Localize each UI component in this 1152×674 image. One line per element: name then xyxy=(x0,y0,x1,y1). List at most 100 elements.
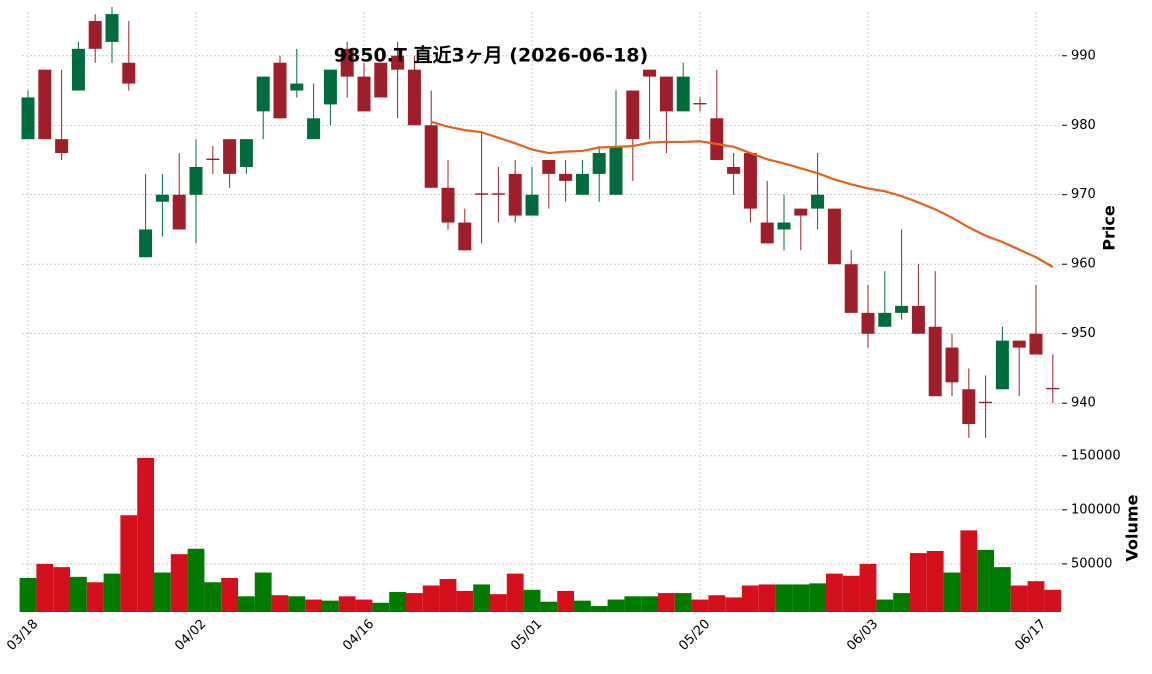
volume-bar xyxy=(607,599,625,612)
y-tick-label: 970 xyxy=(1071,187,1096,202)
candle-body xyxy=(710,118,724,160)
candle-body xyxy=(1046,387,1060,390)
candle-body xyxy=(273,62,287,119)
x-tick-label: 06/17 xyxy=(1012,617,1049,654)
candle-body xyxy=(155,194,169,202)
candle-body xyxy=(38,69,52,140)
volume-bar xyxy=(708,595,726,612)
chart-title: 9850.T 直近3ヶ月 (2026-06-18) xyxy=(334,44,648,67)
candle-body xyxy=(945,347,959,383)
volume-bar xyxy=(170,554,188,612)
candle-body xyxy=(491,193,505,195)
volume-bar xyxy=(322,600,339,612)
candle-body xyxy=(139,229,153,258)
volume-bar xyxy=(439,579,457,612)
candle-body xyxy=(458,222,472,251)
x-tick-label: 05/01 xyxy=(508,617,545,654)
volume-bar xyxy=(154,572,171,612)
volume-bar xyxy=(674,593,692,612)
candle-body xyxy=(357,76,371,112)
volume-bar xyxy=(1027,581,1045,612)
volume-bar xyxy=(826,573,843,612)
candle-body xyxy=(1012,340,1026,348)
candle-body xyxy=(693,103,707,105)
volume-bar xyxy=(238,596,255,612)
y-axis-label: Price xyxy=(1100,205,1119,251)
volume-bar xyxy=(758,584,776,612)
volume-tick-label: 100000 xyxy=(1071,502,1121,517)
candle-body xyxy=(895,305,909,313)
volume-bar xyxy=(893,593,910,612)
volume-bar xyxy=(624,596,642,612)
candle-body xyxy=(323,69,337,105)
candle-body xyxy=(340,48,354,77)
volume-bar xyxy=(372,602,390,612)
volume-bar xyxy=(254,572,272,612)
volume-bar xyxy=(742,585,759,612)
candle-body xyxy=(659,76,673,112)
candle-body xyxy=(760,222,774,244)
volume-bar xyxy=(876,599,894,612)
candle-body xyxy=(827,208,841,265)
volume-bar xyxy=(792,584,810,612)
candle-body xyxy=(391,55,405,70)
volume-bar xyxy=(1044,589,1062,612)
volume-bar xyxy=(86,582,104,612)
volume-bar xyxy=(658,593,675,612)
candle-body xyxy=(911,305,925,334)
x-tick-label: 04/02 xyxy=(172,617,209,654)
volume-bar xyxy=(120,515,138,612)
candle-body xyxy=(475,193,489,195)
candle-body xyxy=(105,14,119,42)
volume-bar xyxy=(490,594,507,612)
volume-bar xyxy=(574,600,591,612)
candle-body xyxy=(206,158,220,160)
candle-body xyxy=(609,146,623,195)
candle-body xyxy=(21,97,35,140)
candle-body xyxy=(424,125,438,188)
candle-body xyxy=(777,222,791,230)
volume-bar xyxy=(641,596,658,612)
volume-tick-label: 150000 xyxy=(1071,448,1121,463)
volume-bar xyxy=(53,567,70,612)
y-tick-label: 950 xyxy=(1071,326,1096,341)
volume-bar xyxy=(557,590,574,612)
candle-body xyxy=(223,139,237,174)
candle-body xyxy=(995,340,1009,390)
volume-bar xyxy=(590,606,608,612)
volume-bar xyxy=(288,596,306,612)
candle-body xyxy=(239,139,253,167)
candle-body xyxy=(979,401,993,404)
candle-body xyxy=(1029,333,1043,355)
volume-bar xyxy=(70,576,87,612)
volume-bar xyxy=(338,596,356,612)
candle-body xyxy=(407,69,421,126)
volume-bar xyxy=(910,553,927,612)
candle-body xyxy=(122,62,136,84)
volume-bar xyxy=(355,599,373,612)
volume-bar xyxy=(540,601,558,612)
volume-bar xyxy=(36,563,54,612)
candle-body xyxy=(374,62,388,98)
volume-bar xyxy=(456,590,474,612)
candle-body xyxy=(71,48,85,91)
candle-body xyxy=(794,208,808,216)
volume-bar xyxy=(422,585,440,612)
volume-bar xyxy=(775,584,793,612)
candle-body xyxy=(643,69,657,77)
candle-body xyxy=(928,326,942,397)
volume-bar xyxy=(926,550,944,612)
y-tick-label: 990 xyxy=(1071,48,1096,63)
volume-bar xyxy=(725,597,742,612)
volume-tick-label: 50000 xyxy=(1071,556,1112,571)
candle-body xyxy=(626,90,640,140)
volume-bar xyxy=(691,599,709,612)
volume-bar xyxy=(221,577,238,612)
volume-bar xyxy=(506,573,524,612)
candle-body xyxy=(172,194,186,230)
volume-bar xyxy=(994,567,1011,612)
candle-body xyxy=(88,21,102,49)
candle-body xyxy=(525,194,539,216)
volume-bar xyxy=(137,457,154,612)
